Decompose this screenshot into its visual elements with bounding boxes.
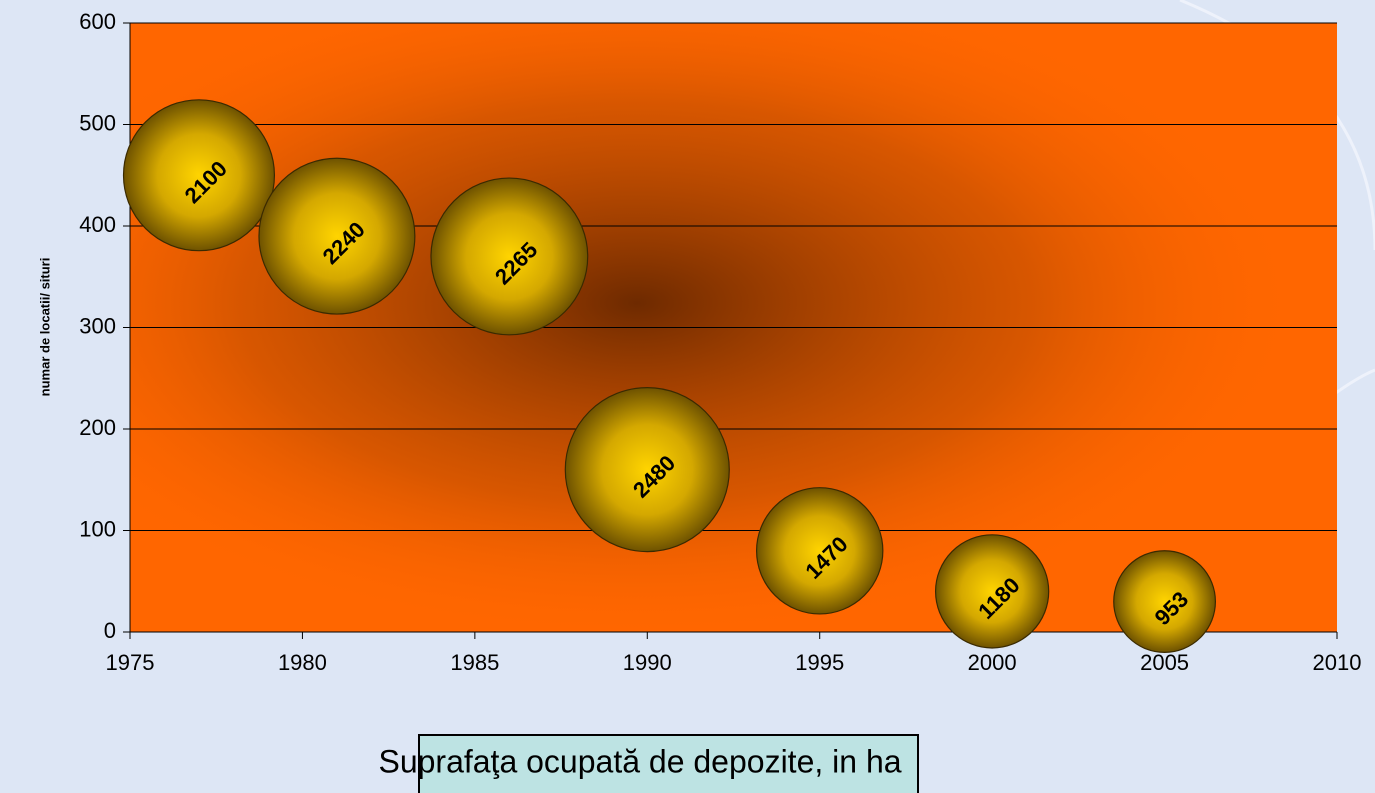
y-tick-label: 400 [79,212,116,237]
x-tick-label: 1980 [278,650,327,675]
x-tick-label: 2005 [1140,650,1189,675]
x-tick-label: 1990 [623,650,672,675]
bubble [430,177,589,336]
y-tick-label: 0 [104,618,116,643]
bubble [258,157,416,315]
y-tick-label: 500 [79,110,116,135]
label-box [418,734,919,793]
y-tick-label: 100 [79,516,116,541]
bubble [564,387,730,553]
x-tick-label: 2000 [968,650,1017,675]
x-tick-label: 2010 [1313,650,1362,675]
x-axis-title: Suprafaţa ocupată de depozite, in ha [378,743,901,779]
y-tick-label: 200 [79,415,116,440]
x-tick-label: 1975 [106,650,155,675]
bubble [122,99,276,252]
bubble [934,534,1050,649]
bubble [755,487,884,615]
y-tick-label: 300 [79,313,116,338]
x-tick-label: 1985 [450,650,499,675]
y-tick-label: 600 [79,9,116,34]
bubble [1113,550,1217,653]
y-axis-title: numar de locatii/ situri [37,258,52,397]
x-tick-label: 1995 [795,650,844,675]
plot-area: 0 100 200 300 400 500 600 1975 1980 1985 1990 1995 2… [79,9,1361,675]
